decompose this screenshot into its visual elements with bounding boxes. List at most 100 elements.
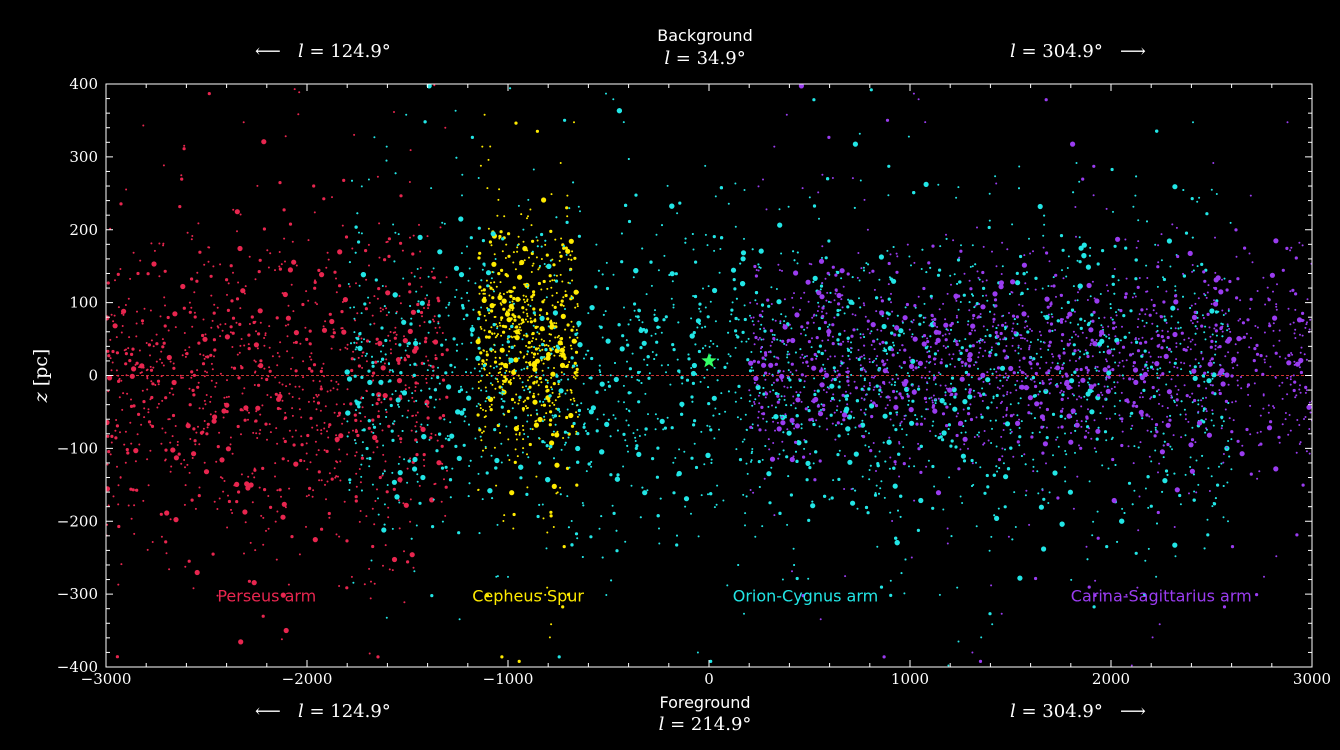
data-point [349,306,352,309]
data-point [551,483,557,489]
data-point [1011,337,1014,340]
data-point [500,373,503,376]
data-point [994,330,998,335]
data-point [479,351,483,355]
data-point [641,321,644,324]
data-point [759,328,762,330]
data-point [1159,367,1162,370]
data-point [348,481,351,484]
data-point [1214,353,1217,356]
data-point [508,362,511,365]
data-point [756,302,759,305]
data-point [1163,353,1169,359]
data-point [812,422,816,427]
data-point [1105,545,1109,549]
data-point [243,387,246,390]
data-point [560,378,563,381]
data-point [540,258,543,260]
data-point [1202,270,1206,274]
data-point [361,351,364,354]
data-point [498,188,501,191]
data-point [518,433,521,436]
data-point [838,449,841,452]
data-point [508,357,514,363]
data-point [961,502,964,504]
data-point [438,398,441,401]
data-point [389,331,392,333]
data-point [569,269,571,272]
data-point [398,343,402,347]
data-point [360,312,363,315]
data-point [691,362,698,369]
data-point [605,261,608,264]
data-point [858,279,861,282]
data-point [1162,456,1165,459]
data-point [1092,341,1098,347]
data-point [1087,381,1089,384]
data-point [958,339,961,342]
data-point [407,459,411,463]
data-point [229,264,233,268]
data-point [555,292,558,294]
data-point [1006,391,1009,393]
data-point [355,336,358,339]
data-point [479,435,482,438]
data-point [836,421,840,425]
data-point [403,601,406,604]
data-point [171,435,174,438]
data-point [367,243,370,246]
data-point [522,321,525,323]
data-point [431,365,435,369]
data-point [290,367,292,370]
data-point [1006,467,1011,471]
data-point [490,244,493,247]
data-point [558,393,561,395]
data-point [782,431,785,434]
data-point [1071,336,1073,339]
data-point [897,377,900,380]
data-point [1254,368,1258,372]
data-point [523,389,526,392]
data-point [112,495,115,498]
data-point [308,329,312,333]
data-point [1086,368,1090,372]
data-point [477,226,481,230]
data-point [1113,292,1116,295]
data-point [543,418,546,421]
data-point [1089,246,1092,249]
data-point [338,414,341,417]
data-point [399,437,403,441]
data-point [480,306,483,309]
data-point [298,91,301,94]
data-point [385,616,388,619]
data-point [335,439,339,443]
data-point [424,336,428,340]
data-point [385,314,388,317]
data-point [1074,451,1076,454]
data-point [543,356,546,358]
data-point [548,447,551,450]
data-point [1097,426,1100,429]
data-point [636,428,639,431]
data-point [1046,305,1050,309]
data-point [1231,401,1234,404]
data-point [434,482,437,485]
data-point [508,459,511,461]
data-point [1009,403,1012,406]
data-point [432,369,435,372]
data-point [644,392,647,395]
data-point [971,293,973,296]
data-point [1129,412,1132,415]
data-point [1176,254,1180,259]
data-point [275,558,278,561]
data-point [468,423,470,426]
data-point [1022,272,1026,276]
data-point [988,382,991,385]
data-point [1083,395,1086,398]
data-point [738,458,743,462]
data-point [1121,420,1124,423]
data-point [346,347,349,350]
data-point [172,366,176,370]
data-point [274,269,276,272]
